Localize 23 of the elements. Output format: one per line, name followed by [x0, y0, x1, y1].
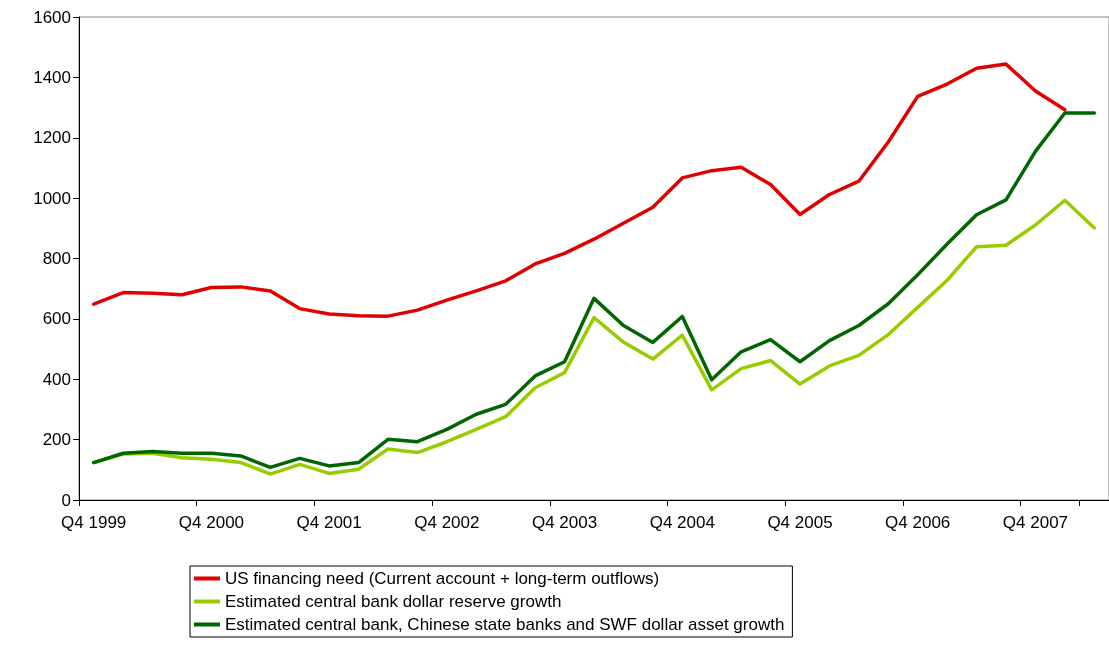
legend-label: Estimated central bank, Chinese state banks and SWF dollar asset growth [225, 615, 785, 634]
x-tick-label: Q4 1999 [61, 513, 127, 532]
legend-label: Estimated central bank dollar reserve growth [225, 592, 562, 611]
y-tick-label: 400 [42, 369, 71, 389]
x-tick-label: Q4 2005 [767, 513, 833, 532]
line-series [91, 62, 1067, 318]
x-tick-label: Q4 2004 [649, 513, 715, 532]
y-tick-label: 1600 [33, 7, 71, 27]
y-tick-label: 800 [42, 249, 71, 268]
y-tick-label: 0 [61, 490, 71, 510]
y-tick-label: 1200 [33, 128, 71, 148]
x-tick-label: Q4 2003 [531, 513, 598, 532]
x-tick-label: Q4 2001 [296, 513, 362, 532]
x-tick-label: Q4 2002 [414, 513, 480, 532]
line-series [91, 111, 1097, 470]
x-tick-label: Q4 2007 [1002, 513, 1069, 532]
y-tick-label: 1000 [33, 188, 71, 208]
legend-label: US financing need (Current account + long-term outflows) [225, 569, 660, 588]
y-tick-label: 600 [42, 309, 71, 329]
x-tick-label: Q4 2000 [178, 513, 245, 532]
x-tick-label: Q4 2006 [885, 513, 951, 532]
y-tick-label: 200 [42, 430, 71, 450]
y-tick-label: 1400 [33, 67, 71, 87]
